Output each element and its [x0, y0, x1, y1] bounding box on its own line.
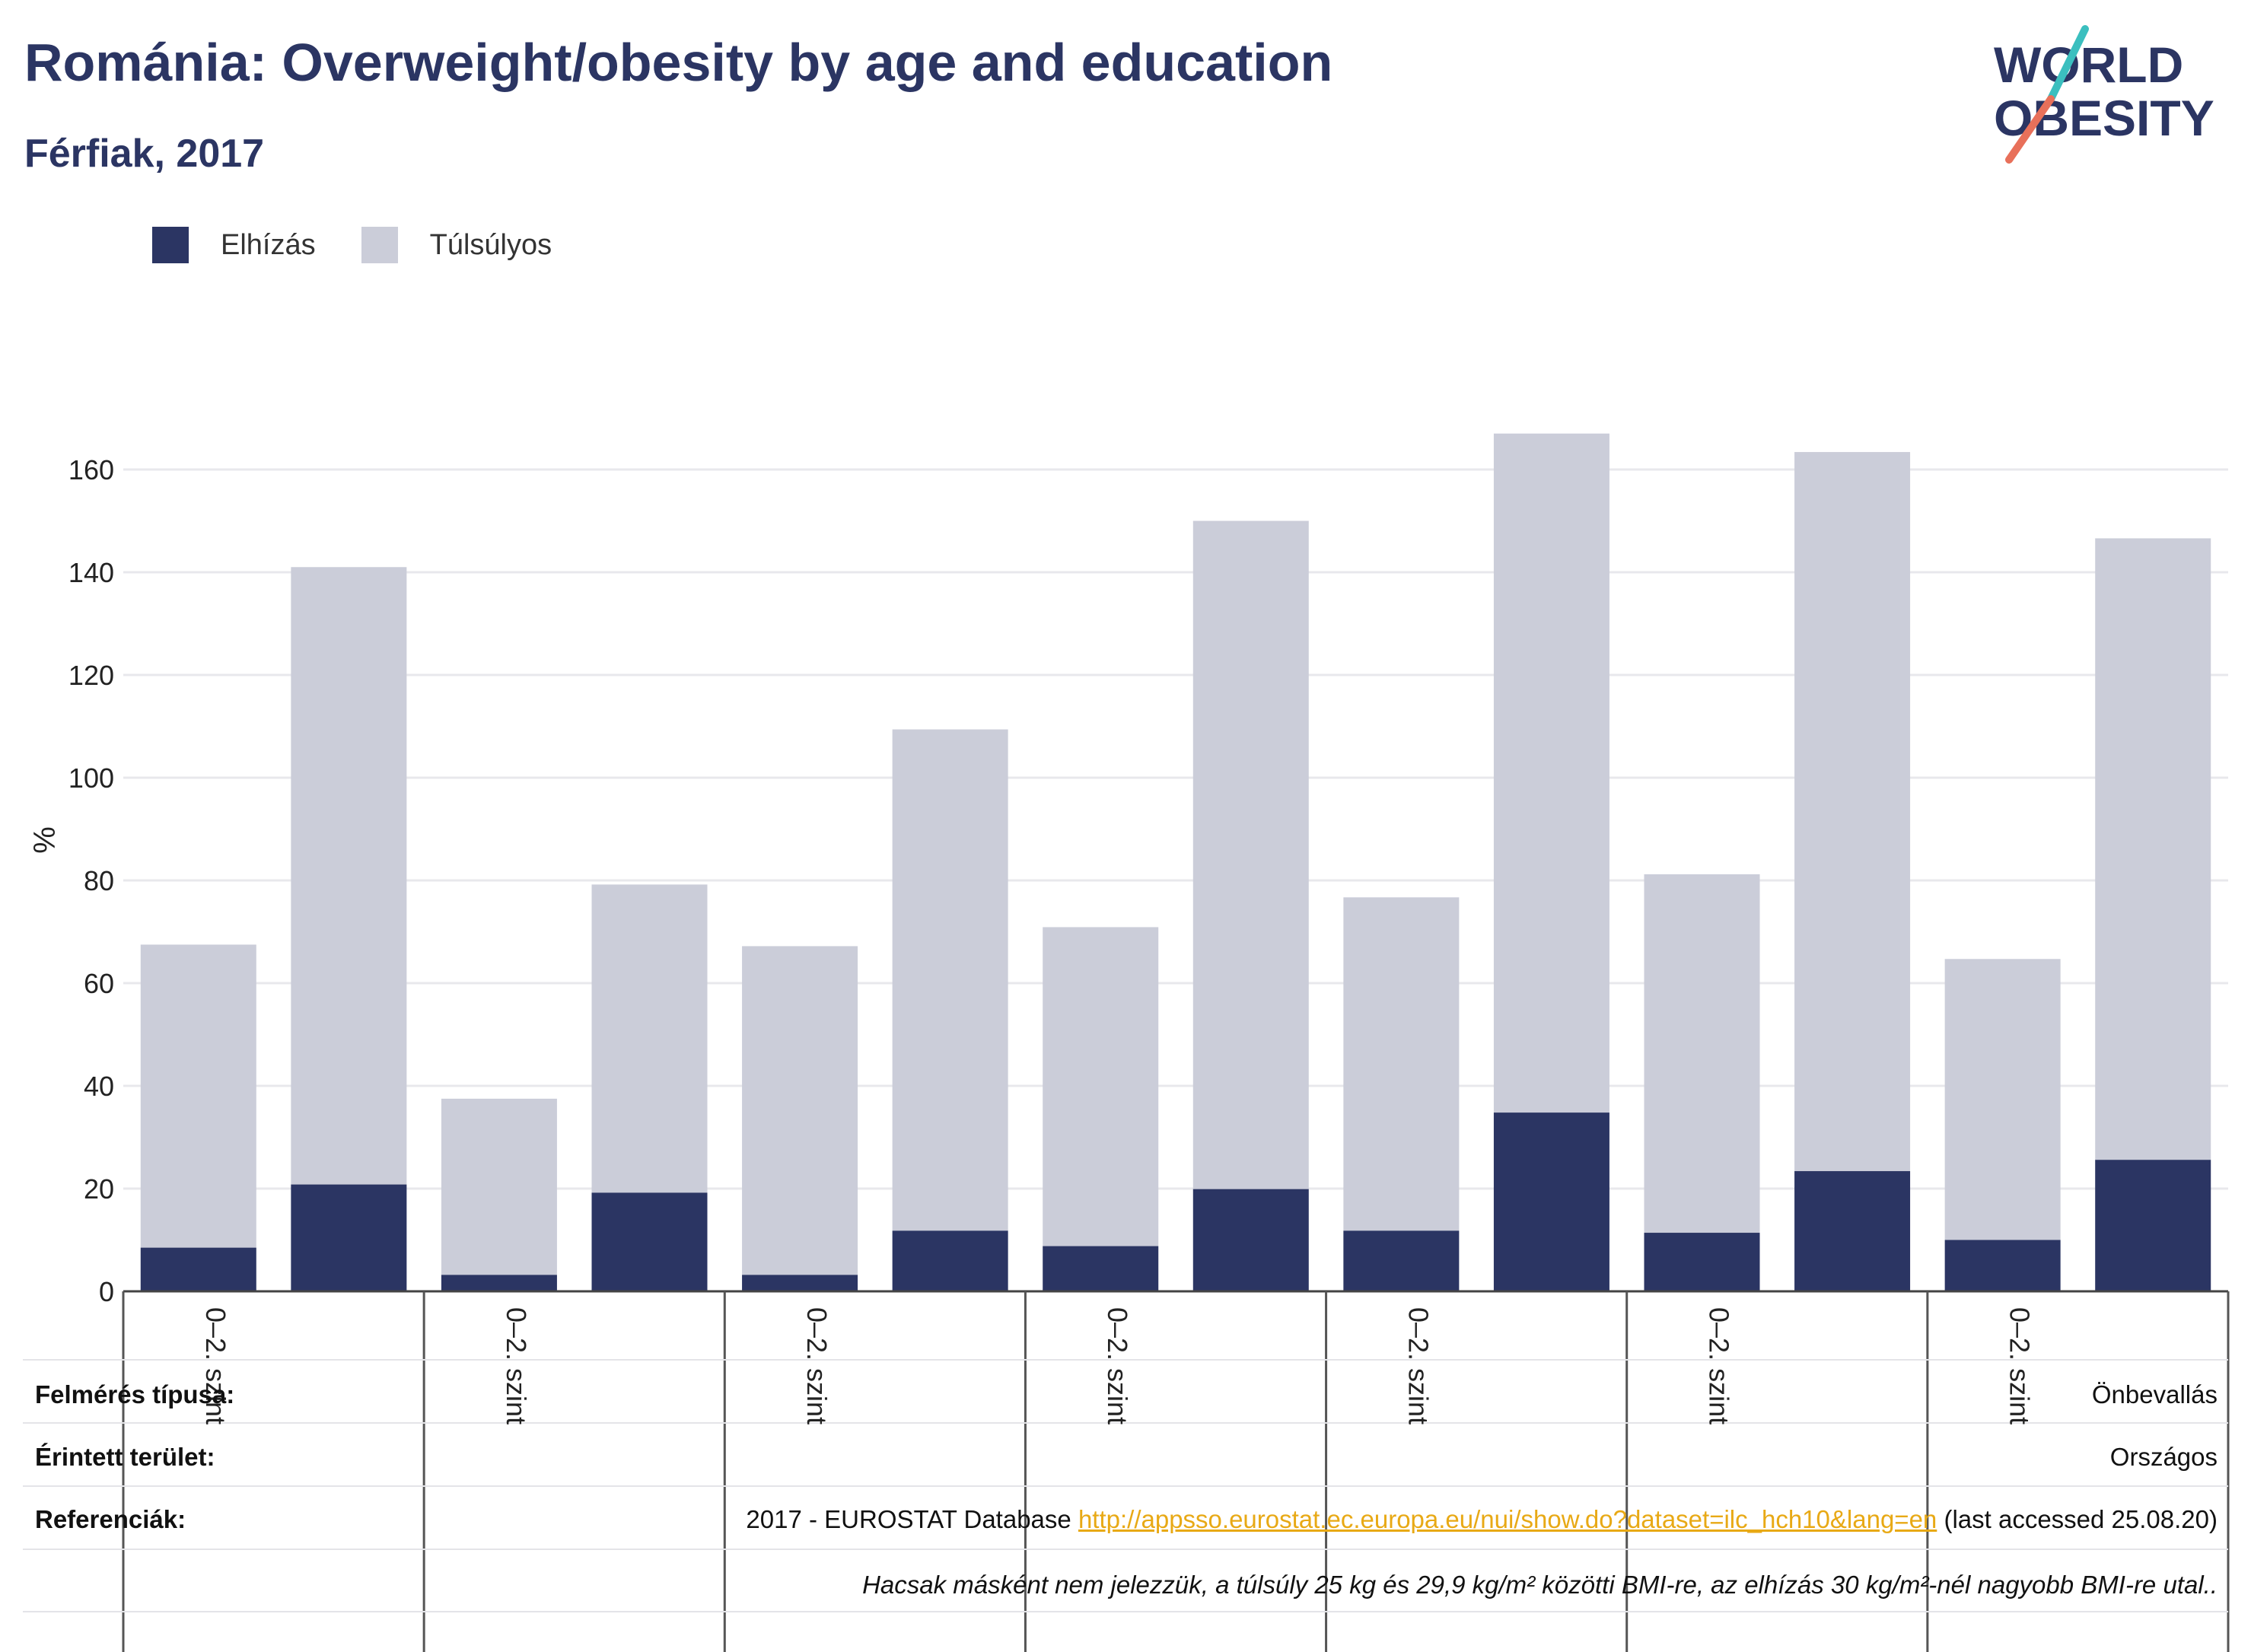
x-group-label: 0–2. szint — [1102, 1307, 1133, 1424]
bar-obesity — [291, 1184, 407, 1291]
legend-label-obesity: Elhízás — [221, 228, 316, 261]
bar-overweight — [742, 946, 858, 1275]
y-tick-label: 120 — [68, 660, 114, 691]
logo-line2: OBESITY — [1994, 90, 2214, 146]
survey-type-label: Felmérés típusa: — [35, 1380, 235, 1408]
legend-swatch-overweight — [361, 227, 398, 263]
bar-obesity — [1343, 1230, 1460, 1291]
bar-obesity — [892, 1230, 1008, 1291]
legend-swatch-obesity — [152, 227, 189, 263]
logo-line1: WORLD — [1994, 37, 2183, 93]
y-axis-label: % — [28, 826, 62, 854]
y-tick-label: 0 — [99, 1276, 114, 1307]
legend-label-overweight: Túlsúlyos — [429, 228, 552, 261]
x-group-label: 0–2. szint — [200, 1307, 231, 1424]
bar-obesity — [1493, 1112, 1609, 1291]
bar-obesity — [2095, 1160, 2211, 1291]
survey-type-value: Önbevallás — [2091, 1380, 2218, 1408]
bar-obesity — [1192, 1189, 1309, 1291]
logo-slash-teal — [2047, 25, 2089, 103]
x-group-label: 0–2. szint — [801, 1307, 833, 1424]
world-obesity-logo: WORLD OBESITY — [1994, 25, 2214, 164]
legend: Elhízás Túlsúlyos — [152, 225, 597, 265]
logo-slash-coral — [2005, 95, 2055, 164]
bar-obesity — [1944, 1240, 2061, 1291]
area-value: Országos — [2109, 1443, 2218, 1471]
y-tick-label: 100 — [68, 762, 114, 794]
x-group-label: 0–2. szint — [2004, 1307, 2036, 1424]
references-suffix: (last accessed 25.08.20) — [1937, 1505, 2218, 1533]
bar-overweight — [1644, 874, 1760, 1233]
bar-overweight — [1493, 433, 1609, 1113]
references-link[interactable]: http://appsso.eurostat.ec.europa.eu/nui/… — [1078, 1505, 1937, 1533]
y-tick-label: 60 — [84, 968, 114, 999]
bar-obesity — [1644, 1233, 1760, 1291]
y-tick-label: 160 — [68, 454, 114, 485]
bar-obesity — [1794, 1171, 1911, 1291]
bar-overweight — [1192, 520, 1309, 1189]
y-tick-label: 20 — [84, 1173, 114, 1205]
bar-overweight — [591, 884, 708, 1193]
bar-overweight — [1944, 959, 2061, 1240]
x-group-label: 0–2. szint — [1704, 1307, 1735, 1424]
bar-obesity — [140, 1247, 256, 1291]
y-tick-label: 140 — [68, 557, 114, 588]
bar-overweight — [1794, 452, 1911, 1172]
x-group-label: 0–2. szint — [501, 1307, 532, 1424]
bar-obesity — [1043, 1246, 1159, 1291]
bar-overweight — [1043, 927, 1159, 1246]
y-tick-label: 40 — [84, 1071, 114, 1102]
bar-obesity — [742, 1275, 858, 1291]
bar-overweight — [140, 944, 256, 1248]
bar-overweight — [892, 729, 1008, 1231]
definition-note: Hacsak másként nem jelezzük, a túlsúly 2… — [862, 1571, 2218, 1599]
references-prefix: 2017 - EUROSTAT Database — [746, 1505, 1078, 1533]
bar-obesity — [441, 1275, 557, 1291]
y-tick-label: 80 — [84, 865, 114, 896]
bar-overweight — [291, 567, 407, 1185]
references-label: Referenciák: — [35, 1505, 186, 1533]
chart-title: Románia: Overweight/obesity by age and e… — [24, 33, 1333, 92]
bar-overweight — [441, 1098, 557, 1275]
bar-overweight — [1343, 897, 1460, 1231]
chart-subtitle: Férfiak, 2017 — [24, 132, 265, 176]
references-value: 2017 - EUROSTAT Database http://appsso.e… — [746, 1505, 2218, 1534]
bar-overweight — [2095, 538, 2211, 1160]
area-label: Érintett terület: — [35, 1443, 215, 1471]
bar-obesity — [591, 1192, 708, 1291]
x-group-label: 0–2. szint — [1402, 1307, 1434, 1424]
